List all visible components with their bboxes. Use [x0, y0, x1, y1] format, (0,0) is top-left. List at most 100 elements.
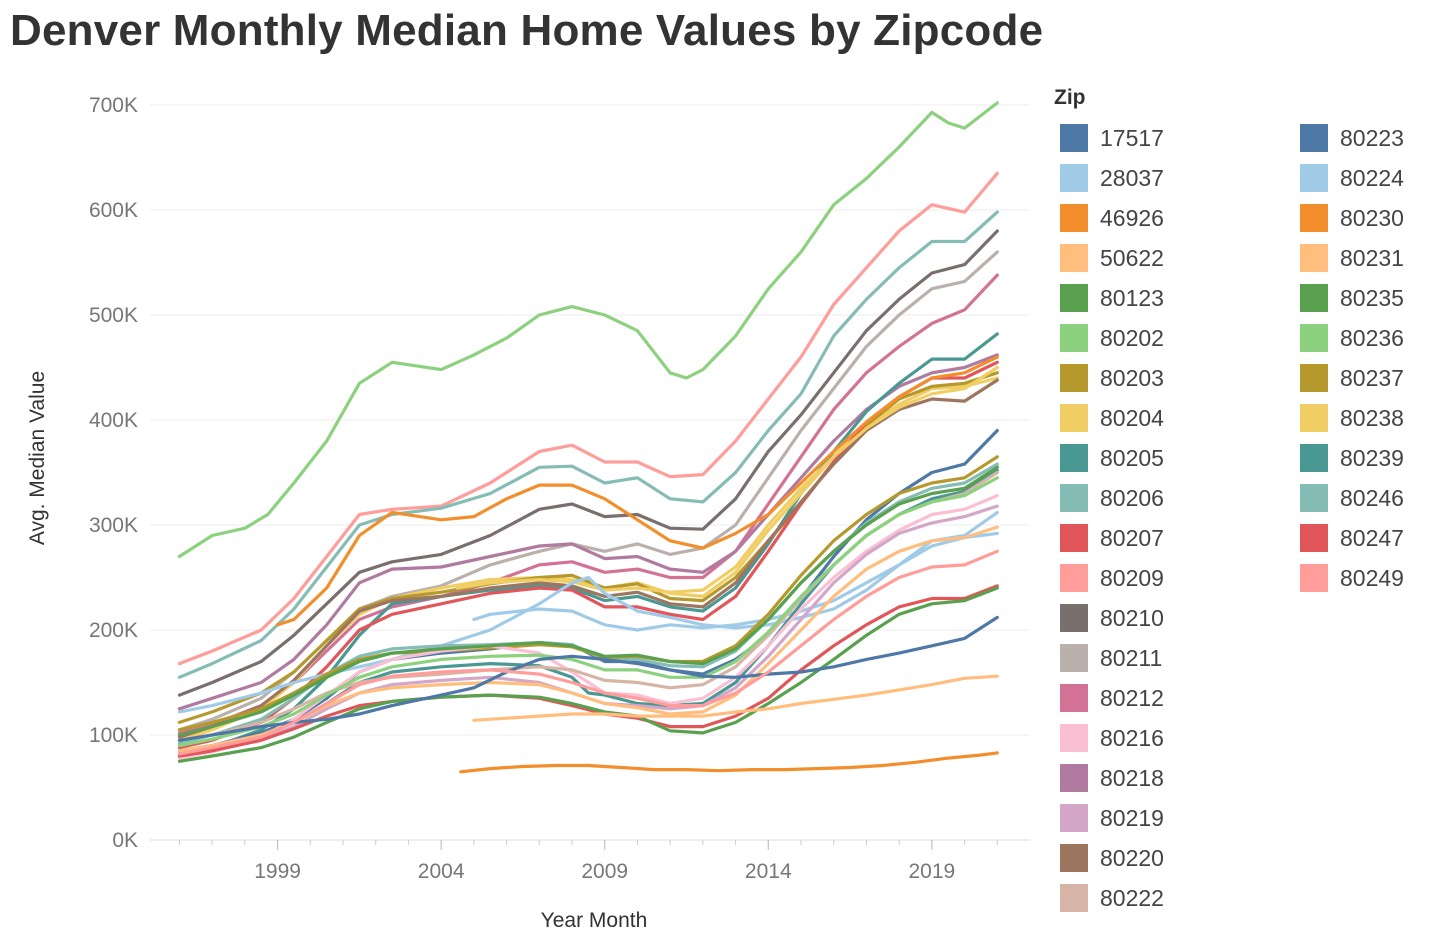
legend-swatch	[1300, 524, 1328, 552]
legend-label: 80222	[1100, 884, 1164, 911]
legend-item[interactable]: 80212	[1060, 678, 1164, 718]
legend-swatch	[1060, 324, 1088, 352]
legend-item[interactable]: 80239	[1300, 438, 1404, 478]
legend-item[interactable]: 80231	[1300, 238, 1404, 278]
legend-item[interactable]: 80218	[1060, 758, 1164, 798]
legend-item[interactable]: 50622	[1060, 238, 1164, 278]
legend-item[interactable]: 80237	[1300, 358, 1404, 398]
legend-swatch	[1300, 564, 1328, 592]
legend-swatch	[1060, 524, 1088, 552]
legend-swatch	[1060, 124, 1088, 152]
legend-label: 80209	[1100, 564, 1164, 591]
legend-item[interactable]: 80236	[1300, 318, 1404, 358]
x-tick-label: 2019	[908, 860, 955, 883]
legend-label: 80236	[1340, 324, 1404, 351]
legend-label: 80202	[1100, 324, 1164, 351]
y-tick-label: 0K	[112, 829, 138, 852]
legend-label: 80239	[1340, 444, 1404, 471]
legend-swatch	[1060, 644, 1088, 672]
series-line-80236	[177, 476, 999, 748]
legend-swatch	[1300, 204, 1328, 232]
legend-item[interactable]: 80222	[1060, 878, 1164, 918]
legend-label: 46926	[1100, 204, 1164, 231]
legend-item[interactable]: 80204	[1060, 398, 1164, 438]
x-axis-label: Year Month	[541, 909, 648, 932]
series-line-50622	[472, 674, 999, 722]
y-tick-label: 300K	[89, 514, 138, 537]
legend-item[interactable]: 17517	[1060, 118, 1164, 158]
legend-label: 80205	[1100, 444, 1164, 471]
legend-item[interactable]: 80211	[1060, 638, 1164, 678]
legend-item[interactable]: 80210	[1060, 598, 1164, 638]
legend-swatch	[1300, 444, 1328, 472]
legend-item[interactable]: 80247	[1300, 518, 1404, 558]
legend-swatch	[1300, 244, 1328, 272]
legend-swatch	[1060, 884, 1088, 912]
series-line-80205	[177, 332, 999, 758]
y-tick-label: 600K	[89, 199, 138, 222]
legend-item[interactable]: 80123	[1060, 278, 1164, 318]
legend-label: 80235	[1340, 284, 1404, 311]
series-line-80238	[455, 365, 999, 594]
x-tick-label: 2009	[581, 860, 628, 883]
legend-label: 17517	[1100, 124, 1164, 151]
legend-item[interactable]: 80230	[1300, 198, 1404, 238]
legend-label: 50622	[1100, 244, 1164, 271]
legend-label: 80207	[1100, 524, 1164, 551]
legend-swatch	[1060, 244, 1088, 272]
series-line-80249	[177, 549, 999, 756]
legend-item[interactable]: 80235	[1300, 278, 1404, 318]
legend-column-left: 17517 28037 46926 50622 80123 80202 80203 80204…	[1060, 118, 1164, 918]
legend-swatch	[1300, 404, 1328, 432]
legend-item[interactable]: 46926	[1060, 198, 1164, 238]
legend-swatch	[1060, 724, 1088, 752]
legend-label: 80223	[1340, 124, 1404, 151]
legend-label: 80219	[1100, 804, 1164, 831]
legend-item[interactable]: 80249	[1300, 558, 1404, 598]
legend-label: 80238	[1340, 404, 1404, 431]
legend-item[interactable]: 80219	[1060, 798, 1164, 838]
legend-item[interactable]: 80207	[1060, 518, 1164, 558]
legend-swatch	[1060, 844, 1088, 872]
series-lines	[177, 101, 999, 774]
legend-label: 80204	[1100, 404, 1164, 431]
legend-swatch	[1060, 204, 1088, 232]
legend-item[interactable]: 80224	[1300, 158, 1404, 198]
legend-label: 80216	[1100, 724, 1164, 751]
y-axis-label: Avg. Median Value	[26, 371, 49, 545]
y-axis: 0K 100K 200K 300K 400K 500K 600K 700K	[89, 94, 138, 852]
legend-item[interactable]: 80203	[1060, 358, 1164, 398]
legend-label: 80206	[1100, 484, 1164, 511]
legend-swatch	[1060, 444, 1088, 472]
legend-item[interactable]: 80246	[1300, 478, 1404, 518]
x-axis: 1999 2004 2009 2014 2019	[150, 839, 1030, 883]
legend-label: 80203	[1100, 364, 1164, 391]
legend-item[interactable]: 80216	[1060, 718, 1164, 758]
legend-item[interactable]: 80202	[1060, 318, 1164, 358]
series-line-80206	[177, 210, 999, 679]
legend-swatch	[1300, 164, 1328, 192]
series-line-80202	[177, 101, 999, 559]
legend-label: 80230	[1340, 204, 1404, 231]
legend-item[interactable]: 80205	[1060, 438, 1164, 478]
x-tick-label: 2004	[418, 860, 465, 883]
legend-item[interactable]: 80209	[1060, 558, 1164, 598]
legend-item[interactable]: 80206	[1060, 478, 1164, 518]
legend-swatch	[1060, 404, 1088, 432]
line-chart: 0K 100K 200K 300K 400K 500K 600K 700K 1999 2004 2…	[26, 94, 1030, 932]
y-tick-label: 500K	[89, 304, 138, 327]
legend-swatch	[1060, 284, 1088, 312]
legend-item[interactable]: 80238	[1300, 398, 1404, 438]
legend-item[interactable]: 80220	[1060, 838, 1164, 878]
legend-item[interactable]: 28037	[1060, 158, 1164, 198]
legend-title: Zip	[1054, 86, 1086, 109]
legend-label: 80231	[1340, 244, 1404, 271]
series-line-17517	[177, 615, 999, 742]
y-tick-label: 700K	[89, 94, 138, 117]
legend-label: 80247	[1340, 524, 1404, 551]
legend-item[interactable]: 80223	[1300, 118, 1404, 158]
series-line-46926	[459, 751, 999, 774]
series-line-80212	[177, 273, 999, 735]
legend-label: 80218	[1100, 764, 1164, 791]
legend-label: 80211	[1100, 644, 1163, 671]
